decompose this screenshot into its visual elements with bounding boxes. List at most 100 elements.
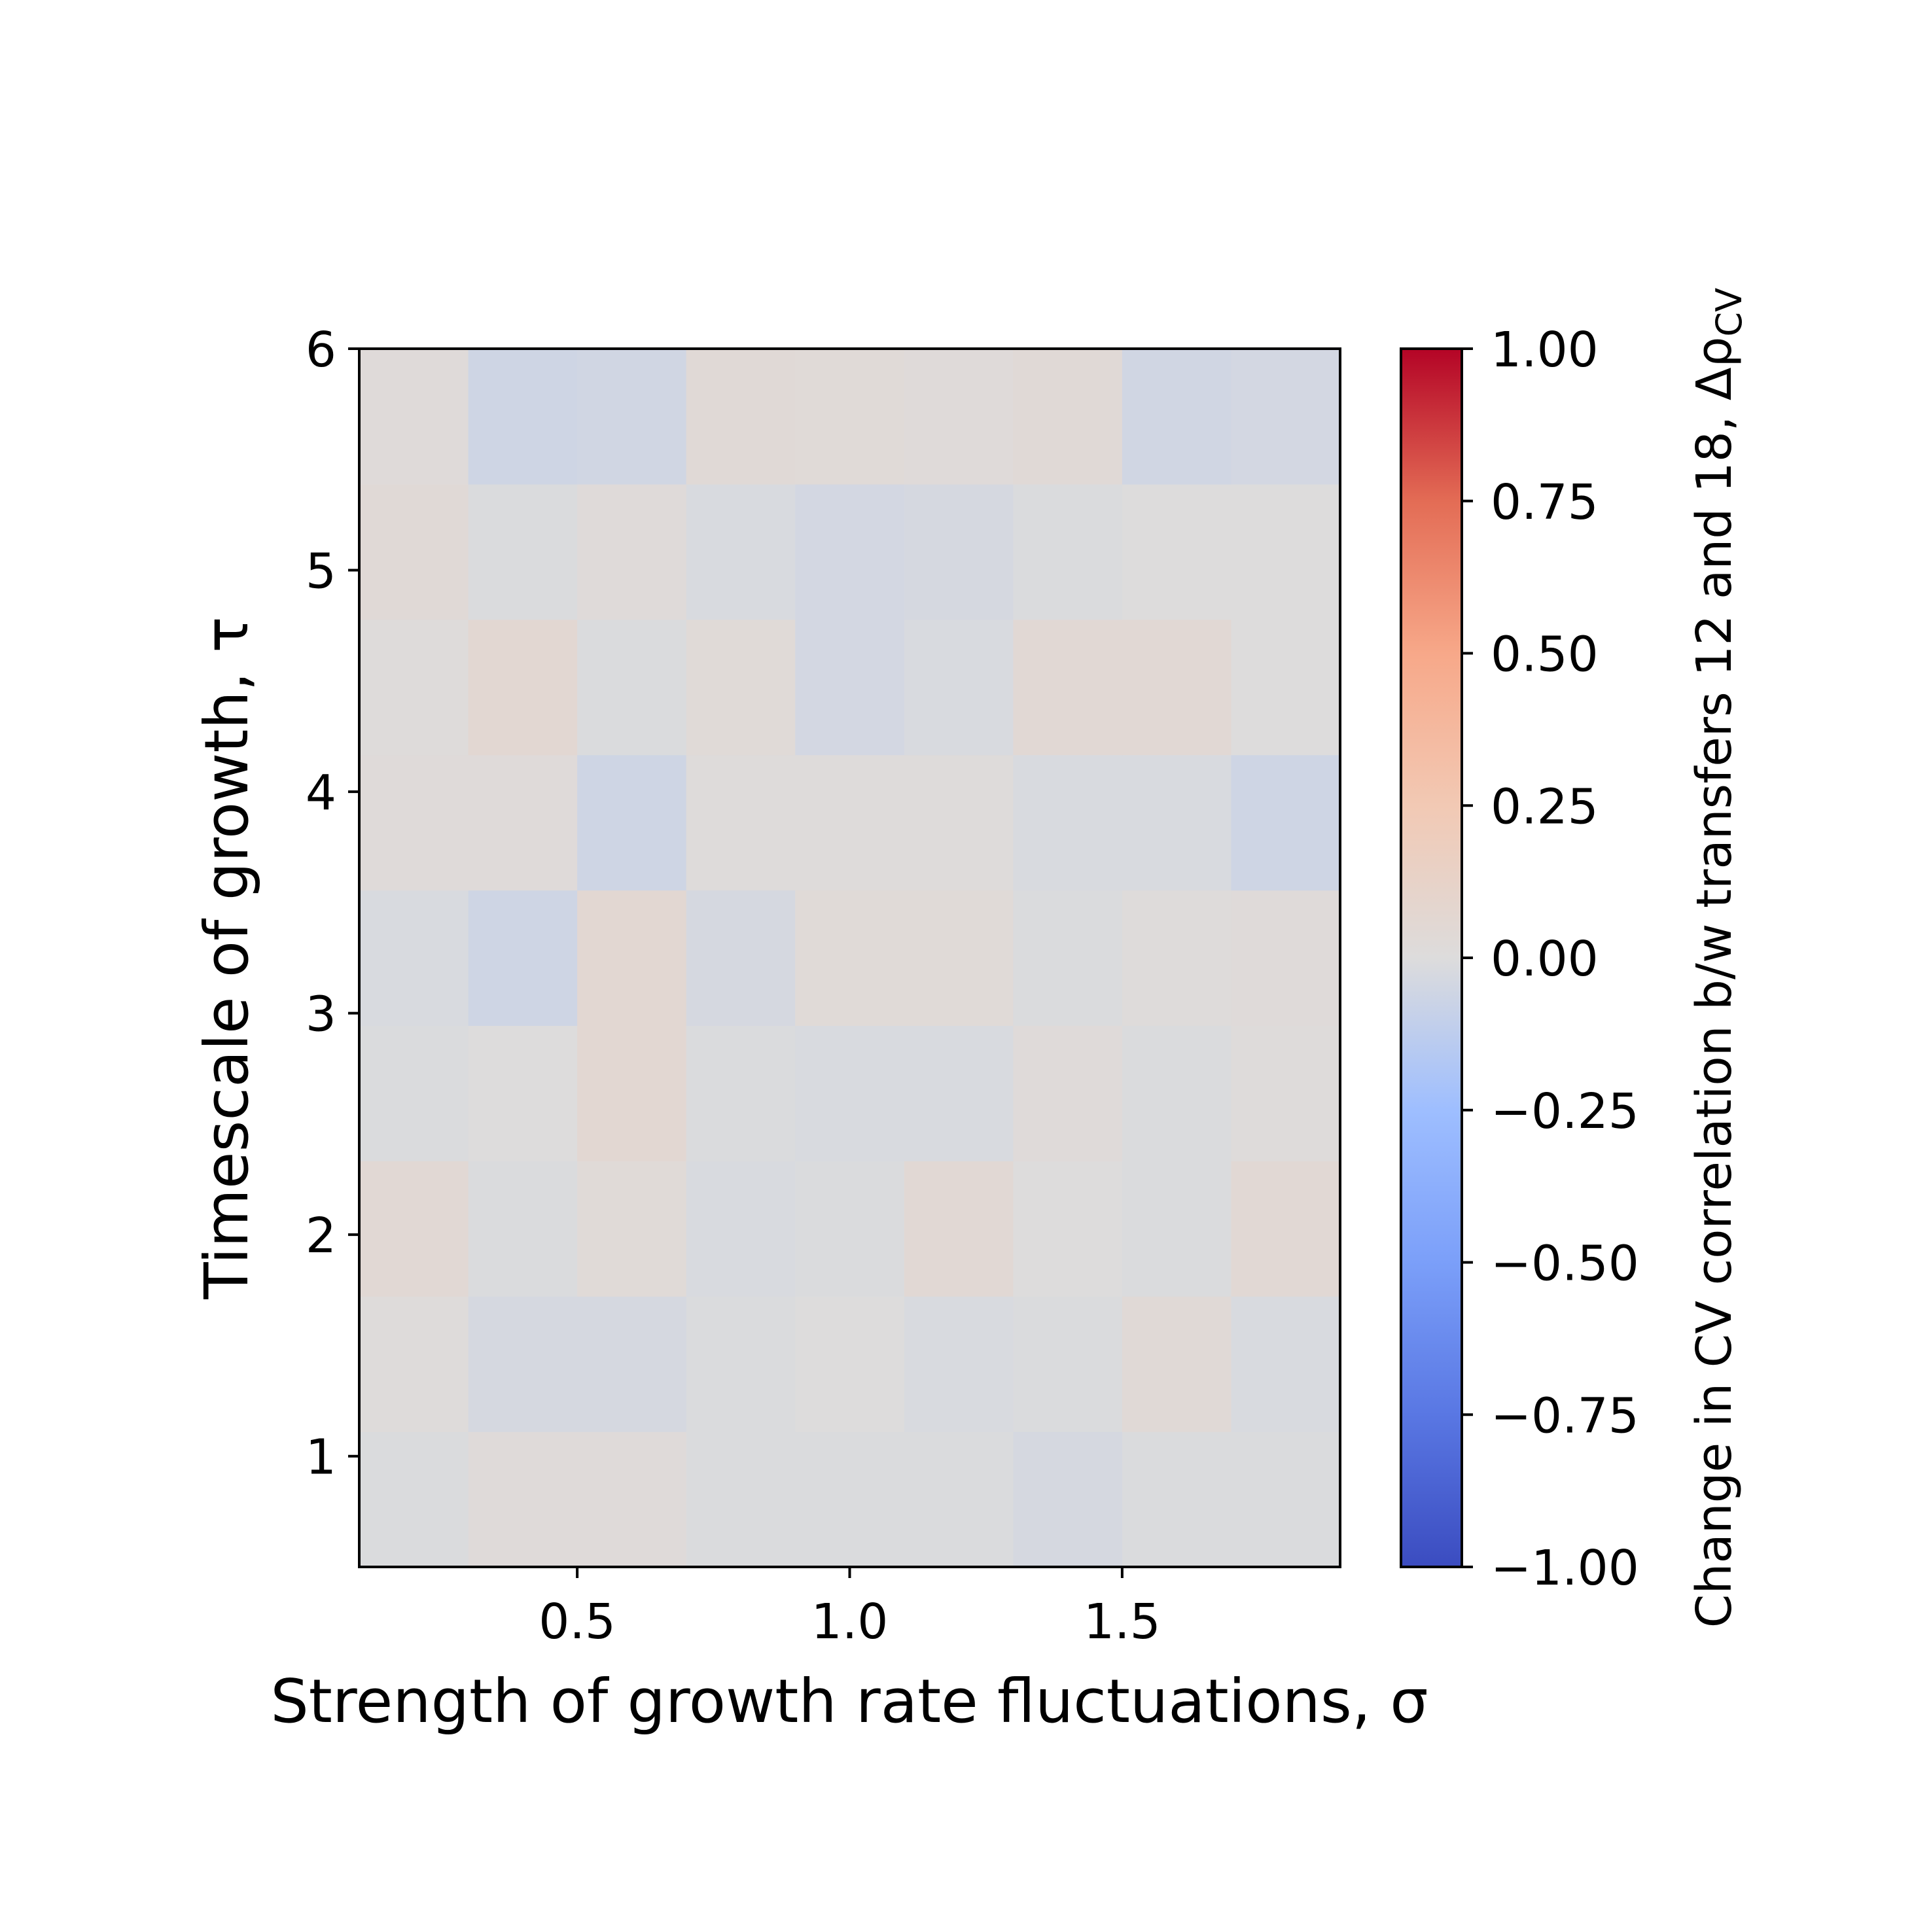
heatmap-cell [577, 754, 687, 891]
colorbar-tick-label: 0.50 [1491, 627, 1599, 683]
heatmap-cell [904, 1431, 1014, 1568]
colorbar-tick-label: 0.00 [1491, 931, 1599, 987]
heatmap-cell [359, 483, 469, 620]
heatmap-cell [1122, 1025, 1232, 1161]
heatmap-cell [359, 1025, 469, 1161]
heatmap-cell [359, 1296, 469, 1432]
y-axis-ticks: 1 2 3 4 5 6 [306, 322, 359, 1486]
heatmap-cell [1122, 1296, 1232, 1432]
y-tick-label: 3 [306, 987, 336, 1043]
heatmap-cell [1013, 619, 1123, 756]
heatmap-cell [1122, 890, 1232, 1027]
colorbar-title: Change in CV correlation b/w transfers 1… [1686, 288, 1750, 1628]
y-tick-label: 5 [306, 544, 336, 600]
heatmap-cell [1013, 1431, 1123, 1568]
heatmap-cell [795, 1431, 905, 1568]
heatmap-cell [904, 349, 1014, 485]
colorbar-ticks: −1.00 −0.75 −0.50 −0.25 0.00 0.25 0.50 0.75 1.00 [1462, 322, 1639, 1596]
heatmap-cell [1231, 1025, 1341, 1161]
heatmap-cell [1122, 349, 1232, 485]
heatmap-cell [1013, 1296, 1123, 1432]
heatmap-cell [359, 349, 469, 485]
y-tick-label: 6 [306, 322, 336, 378]
colorbar-tick-label: −0.50 [1491, 1236, 1639, 1292]
heatmap-cells [359, 349, 1341, 1568]
heatmap-cell [1122, 619, 1232, 756]
heatmap-cell [686, 1431, 796, 1568]
heatmap-cell [686, 890, 796, 1027]
heatmap-cell [795, 1025, 905, 1161]
heatmap-cell [577, 1161, 687, 1297]
heatmap-cell [468, 619, 578, 756]
heatmap-cell [1122, 1431, 1232, 1568]
heatmap-cell [904, 754, 1014, 891]
y-tick-label: 2 [306, 1208, 336, 1264]
y-tick-label: 4 [306, 765, 336, 821]
heatmap-cell [686, 1025, 796, 1161]
colorbar-tick-label: 1.00 [1491, 322, 1599, 378]
heatmap-cell [577, 1025, 687, 1161]
heatmap-cell [904, 1296, 1014, 1432]
x-axis-ticks: 0.5 1.0 1.5 [539, 1567, 1161, 1650]
heatmap-cell [795, 349, 905, 485]
heatmap-cell [904, 890, 1014, 1027]
heatmap-cell [1013, 754, 1123, 891]
heatmap-cell [359, 890, 469, 1027]
heatmap-cell [1231, 1161, 1341, 1297]
heatmap-cell [686, 1296, 796, 1432]
heatmap-cell [795, 890, 905, 1027]
heatmap-cell [1013, 483, 1123, 620]
heatmap-cell [577, 483, 687, 620]
heatmap-cell [359, 1431, 469, 1568]
colorbar-title-main: Change in CV correlation b/w transfers 1… [1686, 336, 1743, 1628]
x-tick-label: 1.0 [811, 1594, 889, 1650]
colorbar-tick-label: 0.75 [1491, 474, 1599, 531]
colorbar-tick-label: −0.75 [1491, 1388, 1639, 1444]
heatmap-cell [1231, 619, 1341, 756]
heatmap-cell [577, 349, 687, 485]
heatmap-cell [468, 349, 578, 485]
heatmap-cell [1122, 754, 1232, 891]
heatmap-cell [359, 1161, 469, 1297]
heatmap-cell [795, 619, 905, 756]
heatmap-cell [1013, 1025, 1123, 1161]
heatmap-cell [686, 754, 796, 891]
heatmap-cell [1231, 754, 1341, 891]
heatmap-cell [577, 1431, 687, 1568]
heatmap-cell [904, 1025, 1014, 1161]
heatmap-cell [686, 483, 796, 620]
y-tick-label: 1 [306, 1430, 336, 1486]
heatmap-cell [468, 483, 578, 620]
colorbar-tick-label: 0.25 [1491, 779, 1599, 835]
heatmap-cell [577, 619, 687, 756]
heatmap-cell [795, 483, 905, 620]
heatmap-cell [795, 1161, 905, 1297]
heatmap-cell [1231, 483, 1341, 620]
heatmap-cell [359, 754, 469, 891]
y-axis-title: Timescale of growth, τ [192, 616, 262, 1299]
heatmap-cell [904, 483, 1014, 620]
heatmap-cell [795, 754, 905, 891]
heatmap-cell [1231, 349, 1341, 485]
heatmap-cell [1013, 349, 1123, 485]
heatmap-cell [904, 619, 1014, 756]
x-axis-title: Strength of growth rate fluctuations, σ [270, 1666, 1428, 1736]
heatmap-cell [1122, 483, 1232, 620]
colorbar [1401, 349, 1462, 1567]
heatmap-cell [577, 1296, 687, 1432]
heatmap-cell [468, 754, 578, 891]
x-tick-label: 1.5 [1084, 1594, 1161, 1650]
heatmap-cell [468, 1025, 578, 1161]
heatmap-cell [686, 1161, 796, 1297]
heatmap-cell [1122, 1161, 1232, 1297]
heatmap-cell [1013, 1161, 1123, 1297]
heatmap-cell [468, 1431, 578, 1568]
heatmap-cell [468, 890, 578, 1027]
heatmap-cell [1231, 890, 1341, 1027]
heatmap-cell [468, 1161, 578, 1297]
colorbar-tick-label: −1.00 [1491, 1540, 1639, 1596]
heatmap-cell [795, 1296, 905, 1432]
heatmap-cell [577, 890, 687, 1027]
heatmap-cell [1231, 1296, 1341, 1432]
heatmap-cell [468, 1296, 578, 1432]
